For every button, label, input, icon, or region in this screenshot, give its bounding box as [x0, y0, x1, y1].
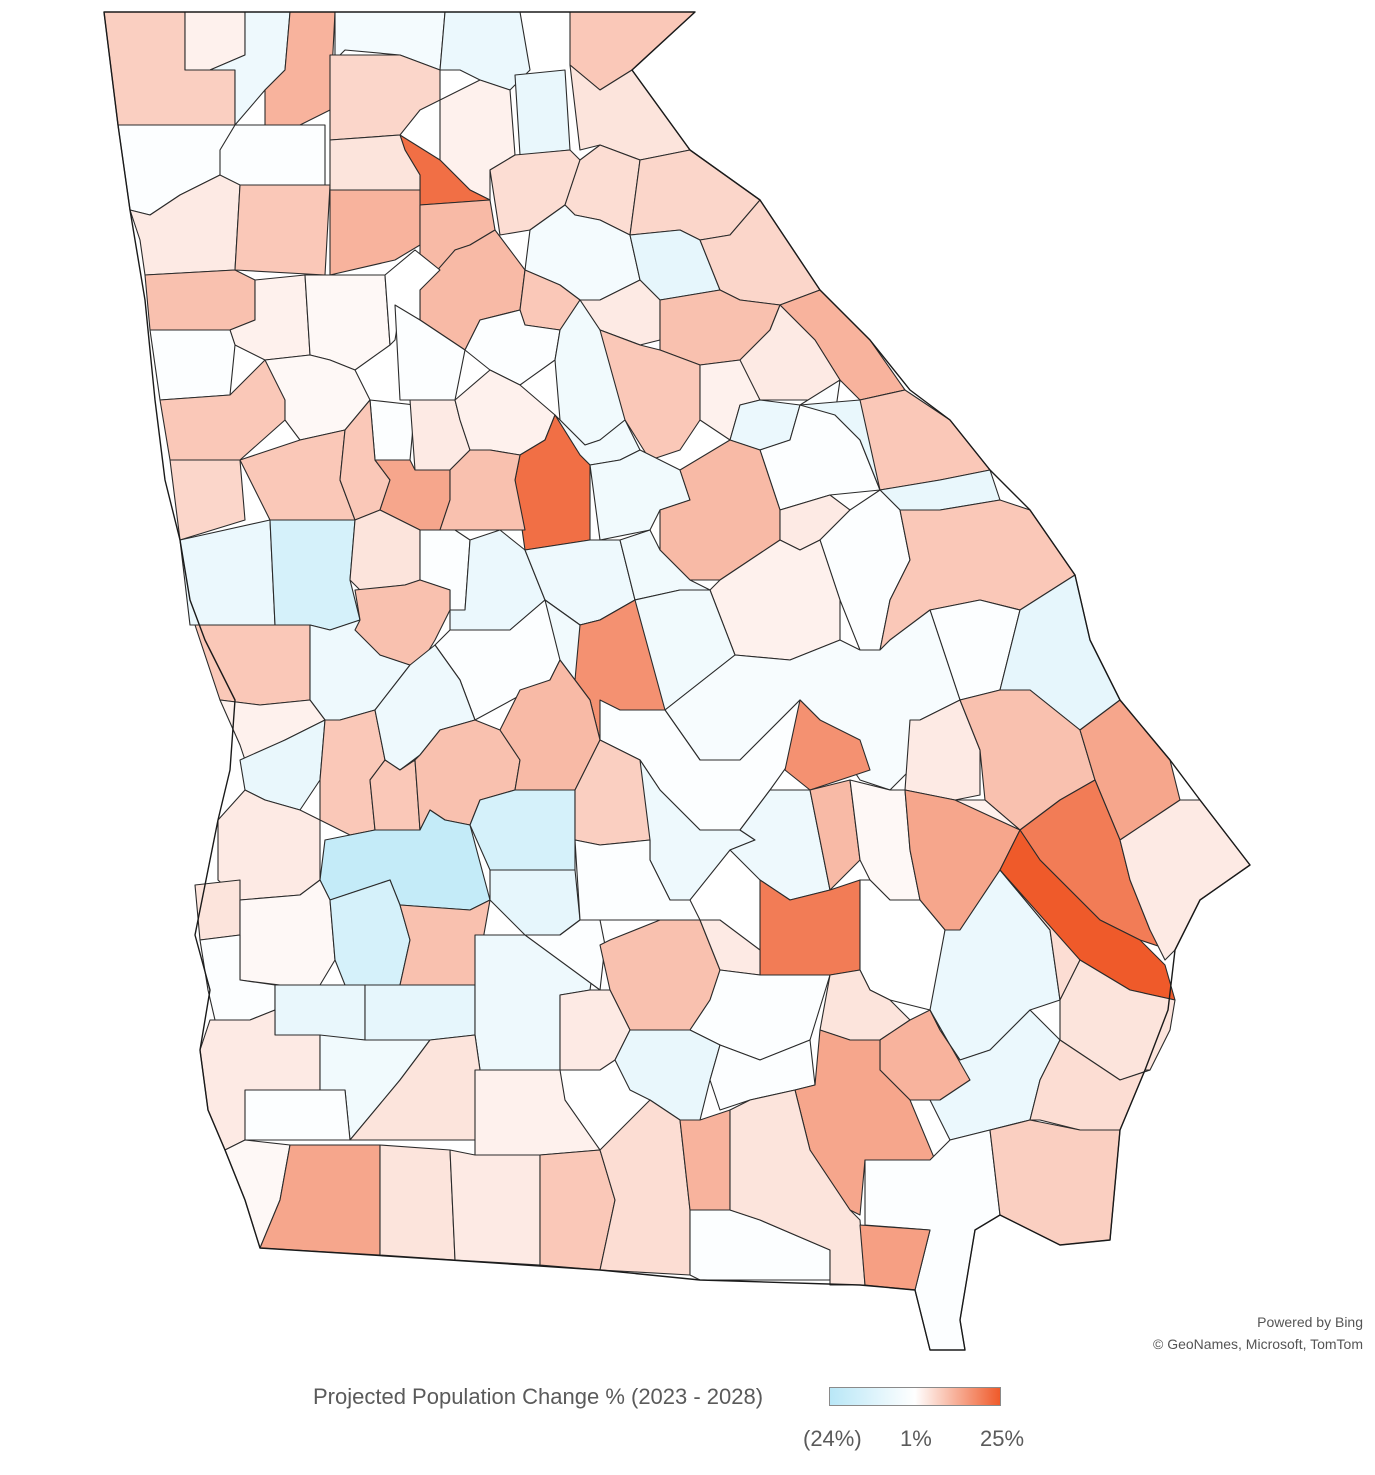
- county-polygon[interactable]: [329, 54, 441, 141]
- county-polygon[interactable]: [234, 184, 331, 276]
- county-polygon[interactable]: [729, 1089, 866, 1286]
- county-polygon[interactable]: [474, 1069, 601, 1156]
- county-polygon[interactable]: [439, 449, 526, 531]
- county-polygon[interactable]: [364, 984, 476, 1041]
- county-polygon[interactable]: [369, 399, 416, 461]
- attribution-sources: © GeoNames, Microsoft, TomTom: [1153, 1336, 1363, 1352]
- legend-title: Projected Population Change % (2023 - 20…: [313, 1384, 764, 1409]
- county-polygon[interactable]: [954, 799, 1021, 831]
- legend-color-bar: [829, 1387, 1001, 1406]
- state-outline: [103, 11, 1251, 1351]
- county-polygon[interactable]: [269, 519, 361, 631]
- county-polygon[interactable]: [369, 759, 421, 831]
- county-polygon[interactable]: [614, 1029, 721, 1121]
- county-polygon[interactable]: [394, 304, 466, 401]
- county-polygon[interactable]: [449, 1149, 541, 1266]
- county-polygon[interactable]: [784, 699, 871, 791]
- county-polygon[interactable]: [599, 1099, 691, 1276]
- county-polygon[interactable]: [194, 879, 241, 941]
- attribution-bing: Powered by Bing: [1257, 1314, 1363, 1330]
- county-polygon[interactable]: [144, 269, 256, 331]
- county-polygon[interactable]: [244, 1089, 351, 1141]
- county-polygon[interactable]: [809, 779, 861, 891]
- county-polygon[interactable]: [489, 869, 581, 936]
- georgia-county-map: [103, 11, 1251, 1351]
- county-polygon[interactable]: [989, 1119, 1121, 1246]
- county-layer: [103, 11, 1251, 1351]
- county-polygon[interactable]: [469, 789, 576, 871]
- county-polygon[interactable]: [514, 69, 571, 156]
- map-area: [103, 11, 1251, 1351]
- county-polygon[interactable]: [274, 984, 366, 1041]
- county-polygon[interactable]: [379, 1144, 456, 1261]
- county-polygon[interactable]: [194, 624, 311, 706]
- county-polygon[interactable]: [169, 459, 246, 541]
- legend-max-label: 25%: [980, 1426, 1025, 1451]
- county-polygon[interactable]: [304, 274, 391, 371]
- county-polygon[interactable]: [149, 329, 236, 401]
- county-polygon[interactable]: [454, 369, 556, 456]
- county-polygon[interactable]: [219, 124, 326, 186]
- county-polygon[interactable]: [329, 189, 421, 276]
- legend-min-label: (24%): [803, 1426, 862, 1451]
- legend-mid-label: 1%: [900, 1426, 932, 1451]
